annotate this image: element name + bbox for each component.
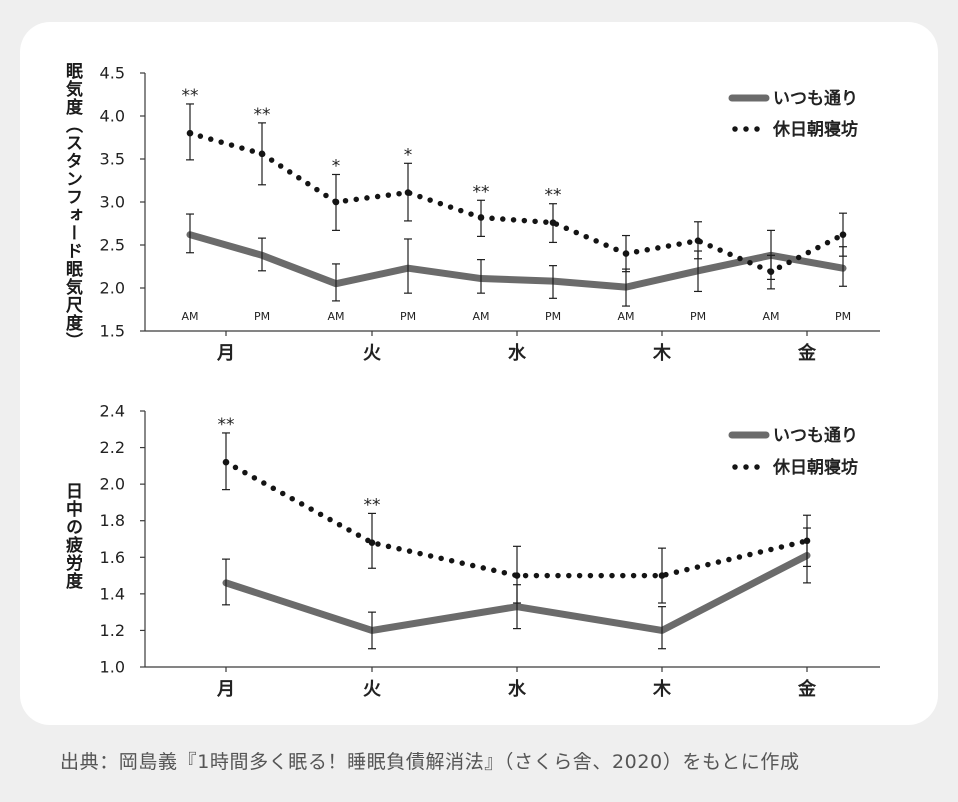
- data-point-sleep-in: [839, 231, 847, 238]
- significance-mark: *: [332, 156, 341, 176]
- x-category-label: AM: [472, 310, 489, 323]
- x-group-label: 火: [363, 343, 382, 364]
- y-axis-title-sleepiness: 眠気度（スタンフォード眠気尺度）: [62, 62, 82, 350]
- x-category-label: AM: [181, 310, 198, 323]
- error-bar-usual: [222, 558, 230, 606]
- x-category-label: AM: [327, 310, 344, 323]
- x-group-label: 金: [797, 342, 817, 364]
- data-point-sleep-in: [258, 150, 266, 158]
- series-line-usual: [186, 231, 847, 291]
- x-category-label: PM: [545, 310, 561, 323]
- x-category-label: PM: [254, 310, 270, 323]
- y-tick-label: 2.4: [100, 402, 125, 421]
- data-point-sleep-in: [404, 189, 412, 196]
- source-caption: 出典：岡島義『1時間多く眠る！睡眠負債解消法』（さくら舎、2020）をもとに作成: [60, 751, 800, 773]
- y-tick-label: 1.0: [100, 658, 125, 677]
- x-category-label: PM: [400, 310, 416, 323]
- significance-mark: **: [473, 182, 490, 202]
- legend-item-usual: いつも通り: [728, 89, 858, 109]
- error-bar-usual: [186, 213, 194, 254]
- x-group-label: 水: [508, 342, 527, 364]
- legend-label: いつも通り: [773, 426, 858, 446]
- y-tick-label: 2.0: [100, 475, 125, 494]
- x-group-label: 月: [216, 343, 235, 364]
- data-point-sleep-in: [767, 268, 775, 275]
- legend-label: いつも通り: [773, 89, 858, 109]
- legend-item-sleep-in: 休日朝寝坊: [732, 457, 858, 478]
- y-tick-label: 4.5: [100, 64, 125, 83]
- error-bar-usual: [258, 237, 266, 272]
- data-point-sleep-in: [222, 458, 230, 466]
- data-point-sleep-in: [622, 250, 630, 257]
- x-category-label: PM: [690, 310, 706, 323]
- series-line-sleep-in: [187, 130, 846, 275]
- x-category-label: AM: [762, 310, 779, 323]
- data-point-sleep-in: [803, 537, 811, 545]
- data-point-sleep-in: [368, 539, 376, 546]
- data-point-sleep-in: [186, 129, 194, 137]
- significance-mark: *: [404, 145, 413, 165]
- error-bar-usual: [658, 606, 666, 650]
- y-tick-label: 1.5: [100, 322, 125, 341]
- legend-item-usual: いつも通り: [728, 426, 858, 446]
- y-tick-label: 2.0: [100, 279, 125, 298]
- y-tick-label: 1.2: [100, 621, 125, 640]
- error-bar-usual: [404, 238, 412, 294]
- x-group-label: 木: [652, 342, 672, 364]
- y-tick-label: 2.5: [100, 236, 125, 255]
- y-tick-label: 1.6: [100, 548, 125, 567]
- significance-mark: **: [218, 415, 235, 435]
- data-point-sleep-in: [332, 198, 340, 206]
- x-category-label: 火: [363, 679, 382, 700]
- y-tick-label: 2.2: [100, 438, 125, 457]
- data-point-sleep-in: [694, 237, 702, 244]
- error-bar-usual: [549, 265, 557, 299]
- x-category-label: AM: [617, 310, 634, 323]
- x-category-label: 水: [508, 678, 527, 700]
- data-point-sleep-in: [658, 572, 666, 579]
- data-point-sleep-in: [477, 214, 485, 221]
- chart-sleepiness: 1.5 2.0 2.5 3.0 3.5 4.0 4.5 AM PM AM PM AM PM AM PM AM P…: [100, 64, 880, 364]
- data-point-sleep-in: [513, 572, 521, 579]
- significance-mark: **: [254, 105, 271, 125]
- y-tick-label: 1.8: [100, 511, 125, 530]
- error-bar-usual: [368, 611, 376, 650]
- significance-mark: **: [364, 495, 381, 515]
- x-category-label: 金: [797, 678, 817, 700]
- data-point-sleep-in: [549, 219, 557, 226]
- y-tick-label: 3.0: [100, 193, 125, 212]
- y-tick-label: 3.5: [100, 150, 125, 169]
- error-bar-usual: [477, 259, 485, 294]
- error-bar-usual: [332, 263, 340, 302]
- significance-mark: **: [545, 186, 562, 206]
- legend-label: 休日朝寝坊: [772, 457, 858, 478]
- chart-fatigue: 1.0 1.2 1.4 1.6 1.8 2.0 2.2 2.4 月 火 水 木 金 ** ** いつも通り休日…: [100, 402, 880, 700]
- legend-item-sleep-in: 休日朝寝坊: [732, 119, 858, 140]
- x-category-label: PM: [835, 310, 851, 323]
- y-tick-label: 4.0: [100, 107, 125, 126]
- chart-card: [20, 22, 938, 725]
- x-category-label: 月: [216, 679, 235, 700]
- significance-mark: **: [182, 86, 199, 106]
- legend-label: 休日朝寝坊: [772, 119, 858, 140]
- y-axis-title-fatigue: 日中の疲労度: [62, 482, 82, 590]
- y-tick-label: 1.4: [100, 584, 125, 603]
- x-category-label: 木: [652, 678, 672, 700]
